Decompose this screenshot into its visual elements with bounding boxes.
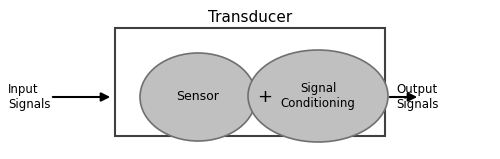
- Bar: [115, 28, 385, 136]
- Text: Output
Signals: Output Signals: [396, 83, 438, 111]
- Text: Signal
Conditioning: Signal Conditioning: [280, 82, 355, 110]
- Text: +: +: [258, 88, 272, 106]
- Text: Sensor: Sensor: [176, 90, 220, 104]
- Ellipse shape: [248, 50, 388, 142]
- Text: Transducer: Transducer: [208, 10, 292, 25]
- Text: Input
Signals: Input Signals: [8, 83, 50, 111]
- Ellipse shape: [140, 53, 256, 141]
